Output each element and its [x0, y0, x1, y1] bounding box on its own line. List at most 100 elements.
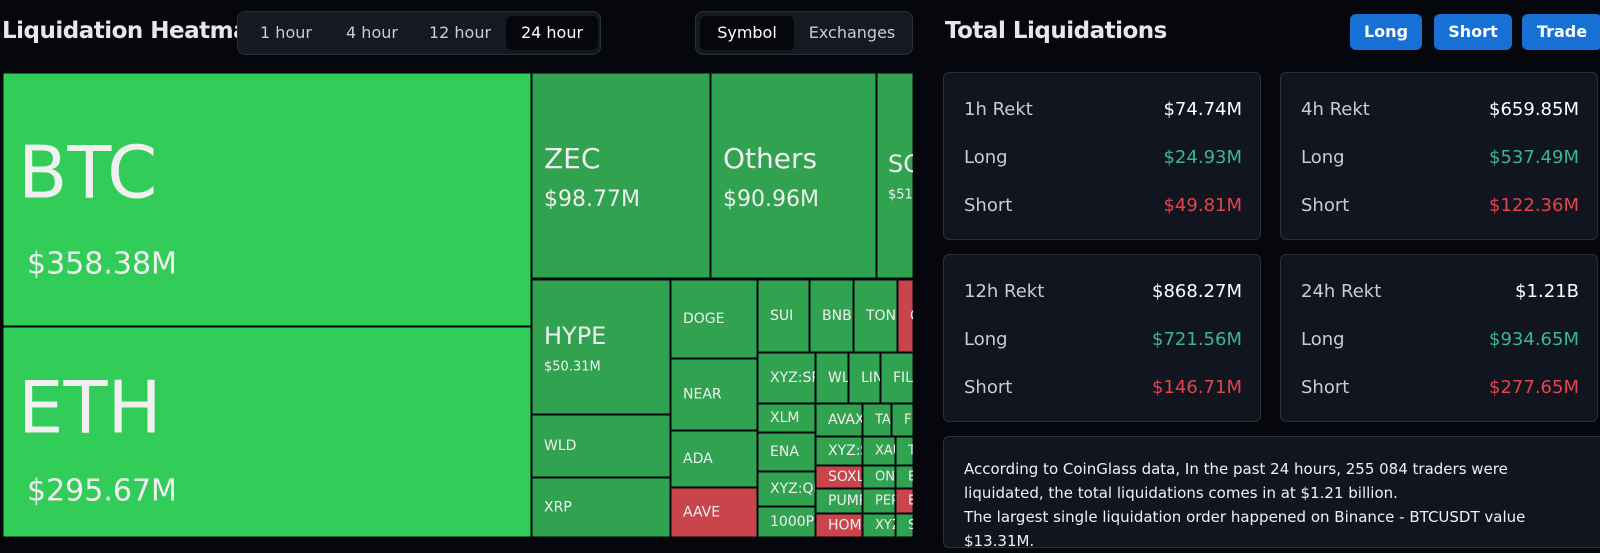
- tile-rect: [758, 433, 815, 471]
- tile[interactable]: XRP: [532, 478, 670, 537]
- tile[interactable]: AVAX: [816, 404, 865, 436]
- tile-rect: [863, 404, 891, 436]
- tile[interactable]: XAU: [863, 437, 902, 465]
- tile[interactable]: XYZ:S: [816, 437, 869, 465]
- tile[interactable]: WL: [816, 353, 850, 403]
- time-tab[interactable]: 1 hour: [260, 23, 312, 42]
- action-button[interactable]: Trade: [1522, 14, 1600, 50]
- tile[interactable]: C: [898, 280, 915, 352]
- tile-symbol: AAVE: [683, 505, 720, 521]
- tile-rect: [671, 280, 757, 358]
- row-label: Short: [964, 195, 1013, 216]
- tile[interactable]: ADA: [671, 431, 757, 487]
- tile[interactable]: HYPE $50.31M: [532, 280, 670, 414]
- tile[interactable]: XYZ: [863, 514, 901, 537]
- tile-symbol: DOGE: [683, 311, 725, 327]
- tile[interactable]: Others $90.96M: [711, 73, 876, 278]
- tile-symbol: 1000PE: [770, 514, 823, 530]
- row-label: Short: [1301, 195, 1350, 216]
- tile-rect: [863, 514, 895, 537]
- time-tab[interactable]: 4 hour: [346, 23, 398, 42]
- card-total: $659.85M: [1489, 99, 1579, 120]
- tile-rect: [863, 466, 895, 488]
- tile[interactable]: PUMP: [816, 489, 867, 513]
- tile-value: $90.96M: [723, 187, 819, 212]
- tile-rect: [711, 73, 876, 278]
- tile[interactable]: BNB: [810, 280, 853, 352]
- tile[interactable]: AAVE: [671, 488, 757, 537]
- tile[interactable]: HOME: [816, 514, 870, 537]
- action-button[interactable]: Long: [1350, 14, 1422, 50]
- card-title: 12h Rekt: [964, 281, 1045, 302]
- tile[interactable]: XYZ:QN: [758, 472, 824, 506]
- tile-symbol: LIN: [861, 370, 883, 386]
- tile[interactable]: BTC $358.38M: [3, 73, 531, 326]
- view-tab[interactable]: Symbol: [700, 16, 794, 50]
- tile[interactable]: NEAR: [671, 359, 757, 430]
- row-label: Short: [964, 377, 1013, 398]
- tile[interactable]: 1000PE: [758, 507, 823, 537]
- view-tabs: Symbol Exchanges: [695, 11, 913, 55]
- tile-symbol: T: [907, 444, 915, 459]
- tile-symbol: PEP: [875, 494, 899, 509]
- row-value: $24.93M: [1163, 147, 1242, 168]
- tile[interactable]: DOGE: [671, 280, 757, 358]
- tile[interactable]: SOXL: [816, 466, 865, 488]
- tile-symbol: TON: [865, 308, 896, 324]
- row-value: $146.71M: [1152, 377, 1242, 398]
- tile[interactable]: SO $51.: [877, 73, 915, 278]
- tile-symbol: SOXL: [828, 469, 865, 485]
- tile-symbol: BTC: [18, 131, 157, 215]
- tile-rect: [758, 472, 815, 506]
- tile[interactable]: ONI: [863, 466, 899, 488]
- time-tab[interactable]: 24 hour: [506, 16, 598, 50]
- card-title: 1h Rekt: [964, 99, 1033, 120]
- tile-value: $50.31M: [544, 360, 601, 375]
- tile-symbol: XRP: [544, 500, 572, 516]
- tile-symbol: ENA: [770, 444, 799, 460]
- tile-rect: [816, 514, 862, 537]
- card-title: 4h Rekt: [1301, 99, 1370, 120]
- tile-symbol: XYZ: [875, 518, 901, 533]
- tile-rect: [892, 404, 913, 436]
- tile[interactable]: ENA: [758, 433, 815, 471]
- tile-symbol: S: [908, 518, 915, 533]
- action-button[interactable]: Short: [1434, 14, 1512, 50]
- tile[interactable]: LIN: [849, 353, 883, 403]
- card-total: $868.27M: [1152, 281, 1242, 302]
- tile[interactable]: WLD: [532, 415, 670, 477]
- card-title: 24h Rekt: [1301, 281, 1382, 302]
- tile[interactable]: ETH $295.67M: [3, 327, 531, 537]
- rekt-card: 24h Rekt $1.21B Long $934.65M Short $277.65M: [1280, 254, 1598, 422]
- tile-rect: [758, 404, 815, 432]
- tile[interactable]: S: [896, 514, 915, 537]
- totals-title: Total Liquidations: [945, 18, 1167, 44]
- tile[interactable]: TA: [863, 404, 891, 436]
- tile[interactable]: E: [896, 466, 915, 488]
- tile[interactable]: XLM: [758, 404, 815, 432]
- tile[interactable]: SUI: [758, 280, 809, 352]
- heatmap-title: Liquidation Heatmap: [2, 18, 265, 44]
- tile[interactable]: PEP: [863, 489, 899, 513]
- rekt-card: 12h Rekt $868.27M Long $721.56M Short $146.71…: [943, 254, 1261, 422]
- tile-rect: [532, 415, 670, 477]
- tile-rect: [532, 478, 670, 537]
- tile-rect: [863, 437, 895, 465]
- tile-symbol: ZEC: [544, 142, 600, 175]
- summary-line: The largest single liquidation order hap…: [964, 508, 1526, 548]
- tile[interactable]: ZEC $98.77M: [532, 73, 710, 278]
- tile[interactable]: T: [896, 437, 915, 465]
- tile[interactable]: F: [892, 404, 913, 436]
- tile[interactable]: E: [896, 489, 915, 513]
- row-label: Long: [1301, 147, 1345, 168]
- tile[interactable]: TON: [854, 280, 897, 352]
- tile-symbol: ONI: [875, 470, 899, 485]
- summary-line: According to CoinGlass data, In the past…: [964, 460, 1508, 502]
- time-tab[interactable]: 12 hour: [428, 23, 492, 42]
- tile[interactable]: XYZ:SP: [758, 353, 820, 403]
- tile-rect: [810, 280, 853, 352]
- tile[interactable]: FIL: [881, 353, 913, 403]
- view-tab[interactable]: Exchanges: [808, 23, 896, 42]
- row-value: $277.65M: [1489, 377, 1579, 398]
- tile-rect: [877, 73, 913, 278]
